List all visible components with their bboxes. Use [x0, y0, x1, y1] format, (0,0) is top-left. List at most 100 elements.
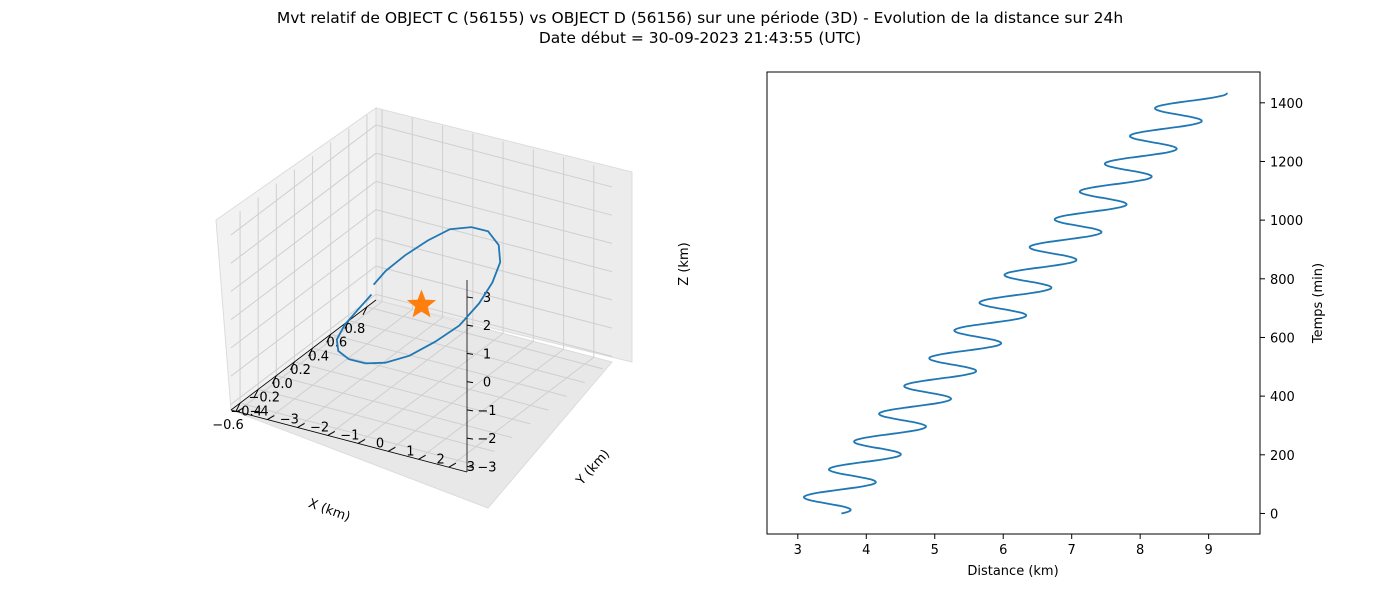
y-tick-mark — [297, 423, 305, 428]
plot-2d-frame — [766, 71, 1261, 535]
z-tick-label: 0 — [483, 376, 491, 391]
z-axis-label-3d: Z (km) — [677, 242, 692, 285]
grid-line-z — [230, 181, 377, 292]
y-tick-label-2d: 1400 — [1270, 97, 1303, 112]
y-tick-label-2d: 600 — [1270, 331, 1295, 346]
x-tick-label: −0.4 — [230, 404, 262, 419]
grid-line-y — [327, 325, 474, 436]
grid-line-y — [388, 340, 534, 452]
grid-line-x — [294, 361, 531, 425]
y-tick-label: 1 — [406, 444, 414, 459]
grid-line-y — [357, 332, 504, 444]
x-tick-label: −0.6 — [212, 418, 244, 433]
z-tick-mark — [466, 409, 474, 412]
origin-star-marker — [406, 289, 437, 318]
x-tick-mark — [326, 334, 332, 343]
grid-line-y — [448, 356, 595, 468]
x-tick-mark — [253, 389, 259, 398]
x-tick-label: 0.8 — [345, 322, 366, 337]
z-tick-mark — [466, 324, 474, 327]
y-tick-label: 0 — [376, 436, 384, 451]
y-tick-label: 3 — [467, 460, 475, 475]
z-tick-label: 1 — [483, 347, 491, 362]
grid-line-x — [276, 375, 513, 439]
chart-title: Mvt relatif de OBJECT C (56155) vs OBJEC… — [276, 9, 1124, 27]
y-tick-label-2d: 400 — [1270, 390, 1295, 405]
x-tick-label: 0.2 — [290, 363, 311, 378]
z-tick-label: −1 — [477, 404, 496, 419]
grid-line-z — [375, 265, 613, 329]
z-tick-mark — [466, 352, 474, 355]
plot-3d: −0.6−0.4−0.20.00.20.40.60.8−4−3−2−10123−… — [212, 107, 692, 525]
axis-line-3d — [230, 299, 377, 411]
grid-line-z — [230, 209, 377, 321]
x-tick-mark — [362, 306, 368, 316]
grid-line-x — [312, 347, 549, 411]
z-tick-mark — [466, 381, 474, 384]
grid-line-z — [230, 237, 377, 349]
z-tick-mark — [466, 296, 474, 299]
grid-line-x — [239, 402, 477, 466]
x-tick-label-2d: 6 — [999, 543, 1007, 558]
x-tick-mark — [308, 347, 314, 357]
x-tick-mark — [289, 361, 295, 371]
x-tick-label-2d: 8 — [1136, 543, 1144, 558]
z-tick-label: 2 — [483, 319, 491, 334]
y-tick-label-2d: 0 — [1270, 507, 1278, 522]
y-axis-label-2d: Temps (min) — [1311, 263, 1326, 344]
z-tick-label: −2 — [477, 432, 496, 447]
y-tick-mark — [327, 431, 336, 436]
x-tick-label: 0.0 — [272, 377, 293, 392]
ticks-2d: 3 4 5 6 7 8 9 0 200 400 600 800 1000 1200 1400 — [794, 97, 1303, 558]
z-tick-mark — [466, 465, 474, 468]
grid-line-z — [230, 124, 377, 236]
x-tick-label-2d: 3 — [794, 543, 802, 558]
grid-line-x — [366, 306, 604, 370]
distance-time-line — [802, 92, 1228, 515]
trajectory-3d-line — [335, 226, 502, 365]
y-tick-mark — [388, 446, 396, 452]
grid-line-y — [297, 317, 443, 428]
x-axis-label-3d: X (km) — [306, 496, 352, 525]
y-tick-label-2d: 1200 — [1270, 155, 1303, 170]
y-axis-label-3d: Y (km) — [573, 447, 613, 489]
grid-line-z — [375, 152, 613, 216]
z-tick-label: −3 — [477, 460, 496, 475]
grid-line-y — [267, 309, 413, 420]
grid-line-z — [375, 209, 613, 273]
grid-line-z — [230, 152, 377, 264]
x-tick-label: 0.4 — [308, 349, 329, 364]
x-axis-label-2d: Distance (km) — [967, 564, 1058, 579]
ticks-3d: −0.6−0.4−0.20.00.20.40.60.8−4−3−2−10123−… — [212, 280, 497, 475]
grid-line-x — [330, 333, 567, 397]
grid-line-z — [375, 124, 613, 188]
y-tick-label-2d: 800 — [1270, 273, 1295, 288]
x-tick-label-2d: 9 — [1205, 543, 1213, 558]
grid-line-x — [258, 388, 495, 452]
z-tick-mark — [466, 437, 474, 440]
x-tick-mark — [271, 375, 277, 384]
pane-back-right — [375, 107, 633, 363]
y-tick-mark — [448, 462, 457, 468]
grid-line-z — [375, 180, 613, 244]
x-tick-mark — [235, 402, 241, 412]
y-tick-mark — [267, 415, 275, 420]
axis-line-3d — [230, 409, 468, 473]
grid-line-y — [418, 348, 564, 460]
z-tick-label: 3 — [483, 291, 491, 306]
x-tick-label-2d: 5 — [931, 543, 939, 558]
y-tick-label-2d: 200 — [1270, 449, 1295, 464]
y-tick-label-2d: 1000 — [1270, 214, 1303, 229]
x-tick-label-2d: 7 — [1068, 543, 1076, 558]
y-tick-mark — [357, 438, 366, 444]
x-tick-label: −0.2 — [249, 391, 281, 406]
y-tick-mark — [418, 454, 426, 460]
grid-line-z — [230, 293, 377, 405]
y-tick-label: 2 — [436, 452, 444, 467]
chart-subtitle: Date début = 30-09-2023 21:43:55 (UTC) — [538, 29, 862, 47]
y-tick-mark — [236, 407, 245, 413]
grid-line-y — [236, 301, 383, 412]
x-tick-label-2d: 4 — [862, 543, 870, 558]
plot-2d: 3 4 5 6 7 8 9 0 200 400 600 800 1000 1200 1400 Distanc… — [766, 71, 1326, 579]
